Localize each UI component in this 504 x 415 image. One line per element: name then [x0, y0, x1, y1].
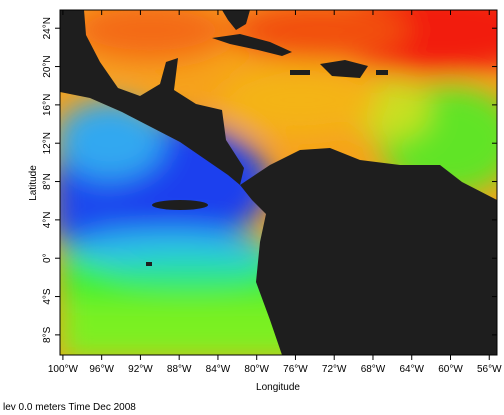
florida — [222, 10, 250, 30]
x-tick-label: 60°W — [438, 364, 463, 375]
plot-frame — [59, 9, 498, 356]
sst-field — [60, 10, 497, 355]
y-tick-label: 8°N — [42, 173, 53, 190]
x-tick-label: 84°W — [206, 364, 231, 375]
y-tick-label: 16°N — [42, 94, 53, 116]
y-tick-label: 4°S — [42, 288, 53, 305]
x-tick-label: 96°W — [89, 364, 114, 375]
x-tick-label: 80°W — [244, 364, 269, 375]
x-tick-label: 76°W — [283, 364, 308, 375]
x-axis-label: Longitude — [256, 382, 300, 393]
y-axis-label: Latitude — [28, 165, 39, 201]
cuba — [212, 34, 292, 56]
y-tick-label: 12°N — [42, 132, 53, 154]
y-tick-label: 8°S — [42, 326, 53, 343]
hispaniola — [320, 60, 368, 78]
puerto-rico — [376, 70, 388, 75]
x-tick-label: 92°W — [128, 364, 153, 375]
jamaica — [290, 70, 310, 75]
south-america — [240, 148, 497, 355]
y-tick-label: 0° — [42, 253, 53, 263]
x-tick-label: 100°W — [48, 364, 79, 375]
y-tick-label: 20°N — [42, 55, 53, 77]
x-tick-label: 64°W — [399, 364, 424, 375]
y-tick-label: 4°N — [42, 211, 53, 228]
panama-bight — [152, 200, 208, 210]
galapagos — [146, 262, 152, 266]
x-tick-label: 88°W — [167, 364, 192, 375]
x-tick-label: 72°W — [322, 364, 347, 375]
x-tick-label: 56°W — [477, 364, 502, 375]
footer: lev 0.0 meters Time Dec 2008 — [3, 402, 136, 413]
x-tick-label: 68°W — [361, 364, 386, 375]
y-tick-label: 24°N — [42, 17, 53, 39]
central-america — [60, 10, 244, 185]
